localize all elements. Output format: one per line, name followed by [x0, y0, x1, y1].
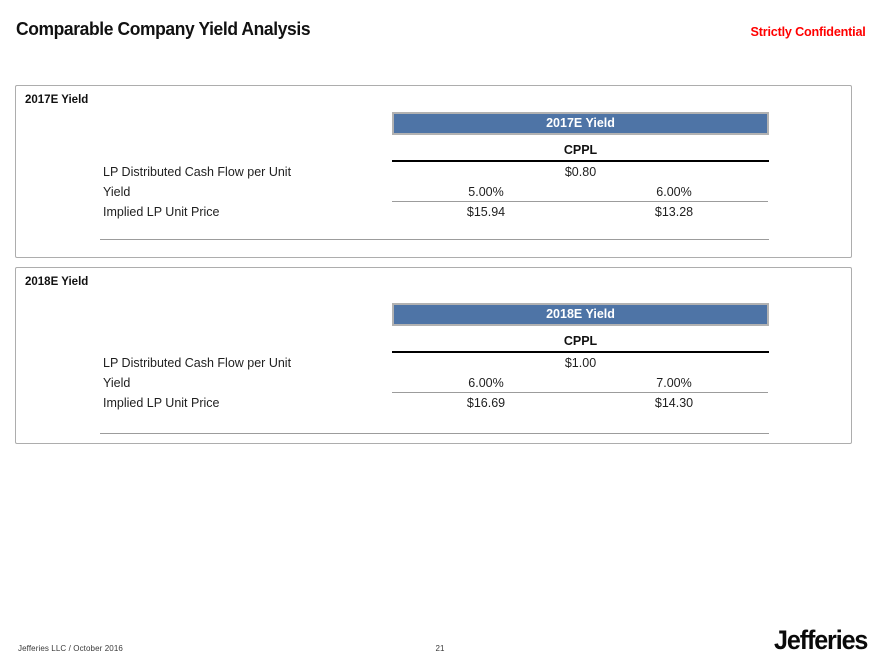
- row-label: Yield: [103, 185, 131, 199]
- row-value-high: $14.30: [654, 396, 694, 410]
- section-box-2017e-yield: 2017E Yield 2017E Yield CPPL LP Distribu…: [15, 85, 852, 258]
- table-bottom-rule: [100, 239, 769, 240]
- entity-column-header: CPPL: [392, 334, 769, 353]
- yield-table-2017e: 2017E Yield CPPL LP Distributed Cash Flo…: [100, 86, 769, 240]
- row-value-high: 6.00%: [580, 182, 768, 202]
- section-label: 2018E Yield: [25, 276, 89, 288]
- table-banner: 2018E Yield: [392, 303, 769, 326]
- row-value: $0.80: [564, 165, 597, 179]
- section-label: 2017E Yield: [25, 94, 89, 106]
- row-value-high: $13.28: [654, 205, 694, 219]
- row-value-low: $16.69: [466, 396, 506, 410]
- table-row-dcf: LP Distributed Cash Flow per Unit $1.00: [100, 353, 769, 373]
- row-value-high: 7.00%: [580, 373, 768, 393]
- section-box-2018e-yield: 2018E Yield 2018E Yield CPPL LP Distribu…: [15, 267, 852, 444]
- row-label: Implied LP Unit Price: [103, 205, 220, 219]
- row-value-low: $15.94: [466, 205, 506, 219]
- jefferies-logo: Jefferies: [773, 625, 868, 655]
- table-banner: 2017E Yield: [392, 112, 769, 135]
- table-row-implied-price: Implied LP Unit Price $16.69 $14.30: [100, 393, 769, 413]
- row-label: Yield: [103, 376, 131, 390]
- row-value-low: 5.00%: [392, 182, 580, 202]
- confidential-label: Strictly Confidential: [750, 24, 866, 39]
- table-row-yield: Yield 6.00% 7.00%: [100, 373, 769, 393]
- page-number: 21: [435, 644, 445, 653]
- table-row-implied-price: Implied LP Unit Price $15.94 $13.28: [100, 202, 769, 222]
- row-value-low: 6.00%: [392, 373, 580, 393]
- entity-column-header: CPPL: [392, 143, 769, 162]
- table-row-dcf: LP Distributed Cash Flow per Unit $0.80: [100, 162, 769, 182]
- yield-table-2018e: 2018E Yield CPPL LP Distributed Cash Flo…: [100, 268, 769, 434]
- table-bottom-rule: [100, 433, 769, 434]
- page-title: Comparable Company Yield Analysis: [16, 19, 311, 39]
- row-label: Implied LP Unit Price: [103, 396, 220, 410]
- row-label: LP Distributed Cash Flow per Unit: [103, 356, 292, 370]
- footer-source: Jefferies LLC / October 2016: [18, 644, 123, 653]
- table-row-yield: Yield 5.00% 6.00%: [100, 182, 769, 202]
- row-value: $1.00: [564, 356, 597, 370]
- row-label: LP Distributed Cash Flow per Unit: [103, 165, 292, 179]
